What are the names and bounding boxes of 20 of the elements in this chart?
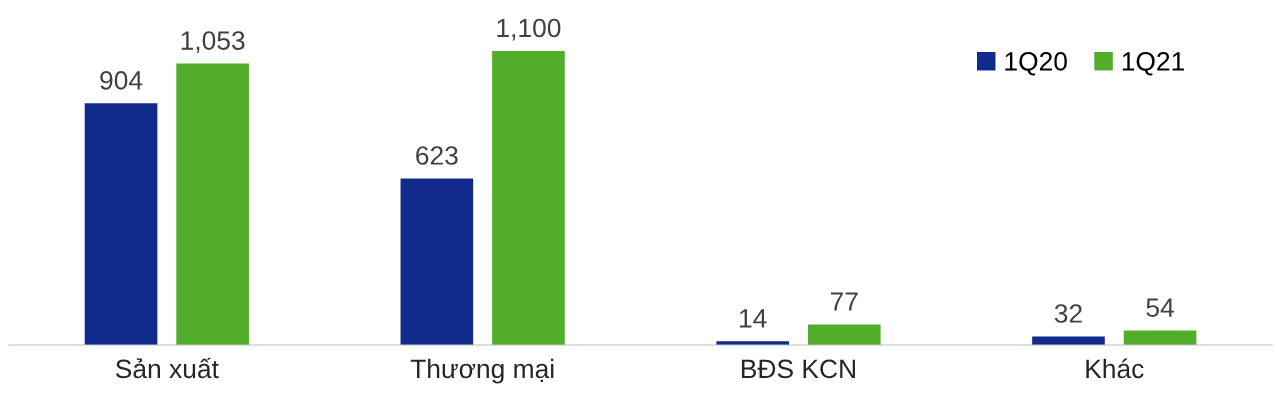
data-label: 54: [1146, 298, 1174, 317]
bar: [492, 50, 565, 345]
data-label: 623: [416, 146, 458, 165]
data-label: 1,100: [497, 18, 561, 41]
data-label: 904: [100, 71, 143, 90]
x-tick-label: BĐS KCN: [741, 359, 855, 379]
bar: [1032, 336, 1105, 345]
data-label: 14: [740, 309, 767, 328]
data-label: 77: [830, 292, 858, 311]
bar: [84, 103, 158, 345]
legend-label: 1Q21: [1122, 52, 1184, 76]
bar: [807, 324, 881, 345]
x-tick-label: Sản xuất: [115, 357, 219, 379]
data-label: 32: [1054, 304, 1082, 323]
data-label: 1,053: [181, 31, 245, 54]
bar: [400, 178, 474, 345]
x-tick-label: Thương mại: [410, 358, 554, 384]
x-tick-label: Khác: [1086, 358, 1144, 379]
legend-label: 1Q20: [1005, 52, 1067, 76]
bar: [176, 63, 249, 345]
